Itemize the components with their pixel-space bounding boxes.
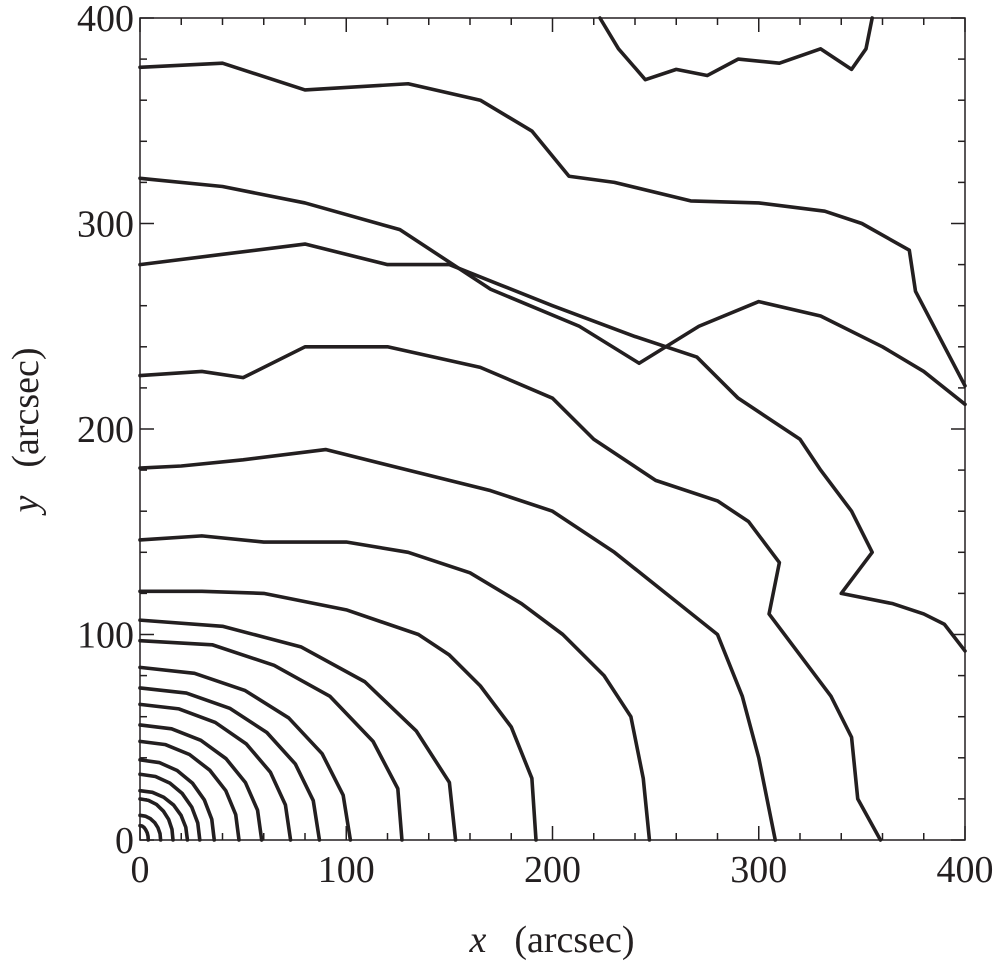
x-tick-label: 100 — [318, 849, 375, 891]
contour-line — [138, 813, 163, 842]
contour-line — [598, 16, 874, 82]
contour-line — [138, 589, 538, 842]
y-label-unit: (arcsec) — [5, 347, 47, 467]
contour-line — [138, 788, 190, 842]
x-tick-label: 400 — [937, 849, 994, 891]
y-axis-label: y (arcsec) — [5, 347, 47, 516]
contour-line — [138, 618, 458, 842]
y-tick-label: 100 — [77, 615, 134, 657]
contour-line — [138, 723, 264, 842]
x-label-unit: (arcsec) — [514, 919, 634, 961]
contour-line — [138, 665, 353, 842]
contours — [138, 16, 967, 842]
contour-line — [138, 345, 883, 842]
contour-line — [138, 686, 322, 842]
contour-line — [138, 176, 967, 407]
x-axis-label: x (arcsec) — [468, 919, 634, 961]
y-tick-label: 300 — [77, 204, 134, 246]
x-tick-label: 200 — [524, 849, 581, 891]
contour-line — [138, 758, 217, 842]
x-label-var: x — [468, 919, 486, 961]
y-tick-label: 200 — [77, 409, 134, 451]
contour-line — [138, 772, 202, 842]
contour-line — [138, 61, 967, 388]
x-tick-label: 0 — [131, 849, 150, 891]
axes: 0 100 200 300 400 0 100 200 300 400 — [77, 0, 994, 891]
y-label-var: y — [5, 496, 47, 517]
contour-line — [138, 638, 404, 842]
contour-line — [138, 702, 293, 842]
contour-line — [138, 242, 967, 653]
contour-line — [138, 739, 241, 842]
contour-line — [138, 797, 175, 842]
y-tick-label: 0 — [115, 820, 134, 862]
y-tick-label: 400 — [77, 0, 134, 40]
contour-line — [138, 823, 151, 842]
x-tick-label: 300 — [730, 849, 787, 891]
contour-line — [138, 447, 778, 842]
contour-line — [138, 534, 652, 842]
